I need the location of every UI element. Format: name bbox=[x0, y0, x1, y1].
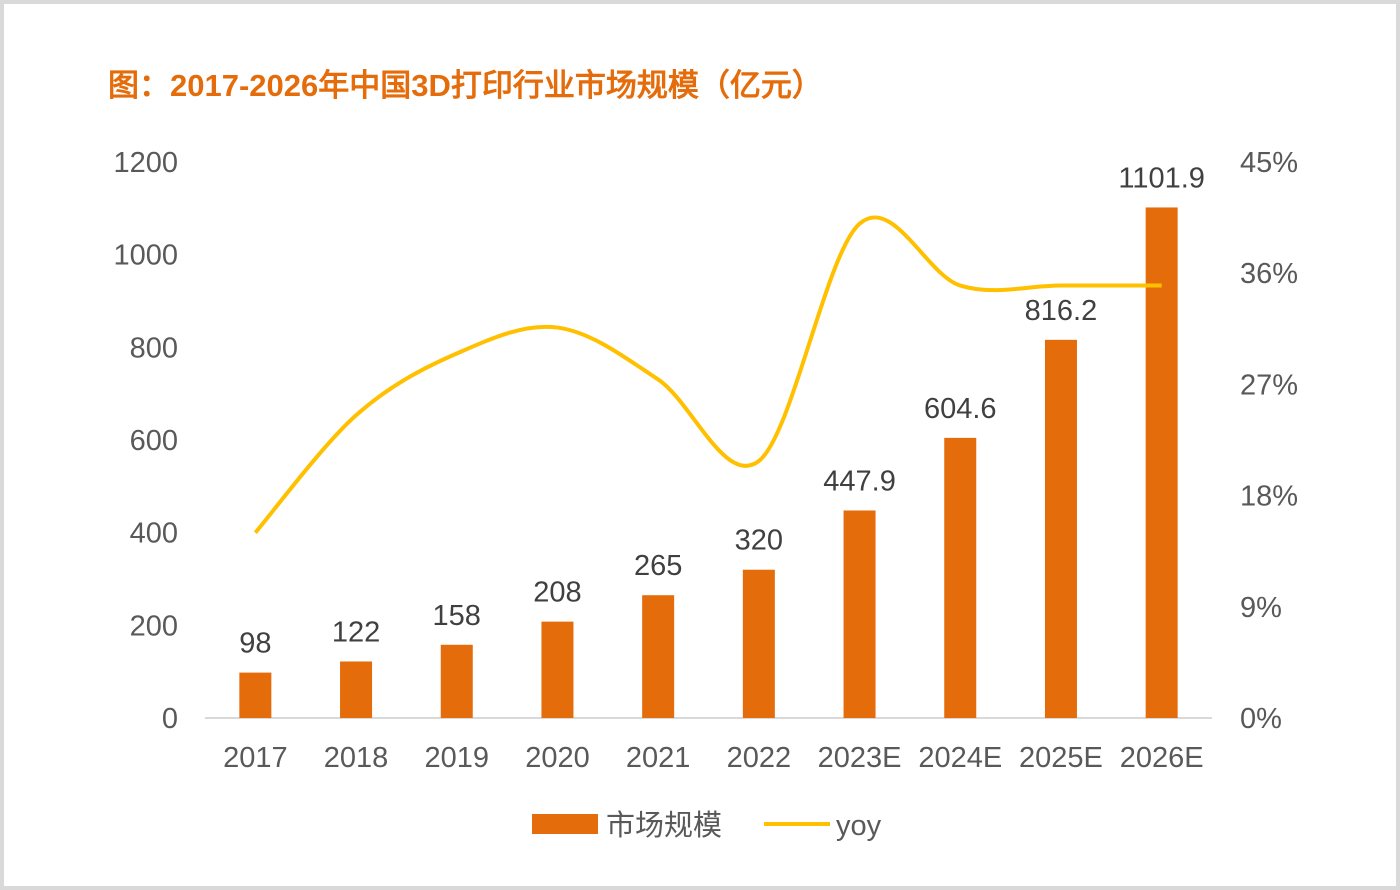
y-left-tick-label: 1200 bbox=[113, 147, 178, 179]
data-label: 816.2 bbox=[1025, 295, 1098, 327]
y-right-tick-label: 36% bbox=[1240, 258, 1298, 290]
x-tick-label: 2017 bbox=[223, 742, 288, 774]
x-tick-label: 2024E bbox=[918, 742, 1002, 774]
legend-bar-swatch bbox=[532, 814, 598, 834]
yoy-line bbox=[253, 215, 1162, 534]
bar bbox=[541, 621, 574, 718]
y-left-tick-label: 0 bbox=[162, 703, 178, 735]
data-label: 604.6 bbox=[924, 393, 997, 425]
y-right-tick-label: 18% bbox=[1240, 481, 1298, 513]
x-tick-label: 2019 bbox=[424, 742, 489, 774]
data-label: 265 bbox=[634, 550, 682, 582]
y-right-tick-label: 9% bbox=[1240, 592, 1282, 624]
bar bbox=[340, 661, 373, 718]
bar bbox=[843, 510, 876, 718]
bar bbox=[742, 569, 775, 718]
data-label: 447.9 bbox=[823, 465, 896, 497]
x-tick-label: 2025E bbox=[1019, 742, 1103, 774]
data-label: 122 bbox=[332, 616, 380, 648]
x-tick-label: 2021 bbox=[626, 742, 691, 774]
x-tick-label: 2023E bbox=[818, 742, 902, 774]
bar bbox=[944, 437, 977, 718]
data-label: 208 bbox=[533, 577, 581, 609]
y-left-tick-label: 200 bbox=[130, 610, 178, 642]
x-tick-label: 2018 bbox=[324, 742, 389, 774]
y-left-tick-label: 1000 bbox=[113, 240, 178, 272]
x-tick-label: 2026E bbox=[1120, 742, 1204, 774]
y-right-tick-label: 27% bbox=[1240, 369, 1298, 401]
legend-label-bar: 市场规模 bbox=[606, 809, 722, 842]
legend-label-line: yoy bbox=[836, 810, 882, 842]
bar bbox=[642, 595, 675, 718]
y-left-tick-label: 800 bbox=[130, 332, 178, 364]
x-tick-label: 2020 bbox=[525, 742, 590, 774]
data-label: 1101.9 bbox=[1118, 162, 1205, 194]
data-label: 98 bbox=[239, 628, 271, 660]
bar bbox=[1044, 339, 1077, 718]
y-left-tick-label: 400 bbox=[130, 518, 178, 550]
data-label: 320 bbox=[735, 525, 783, 557]
bar bbox=[239, 672, 272, 718]
y-right-tick-label: 0% bbox=[1240, 703, 1282, 735]
bar bbox=[440, 644, 473, 718]
data-label: 158 bbox=[433, 600, 481, 632]
x-tick-label: 2022 bbox=[727, 742, 792, 774]
y-right-tick-label: 45% bbox=[1240, 147, 1298, 179]
chart-title: 图：2017-2026年中国3D打印行业市场规模（亿元） bbox=[108, 68, 823, 103]
y-left-tick-label: 600 bbox=[130, 425, 178, 457]
bar bbox=[1145, 207, 1178, 718]
